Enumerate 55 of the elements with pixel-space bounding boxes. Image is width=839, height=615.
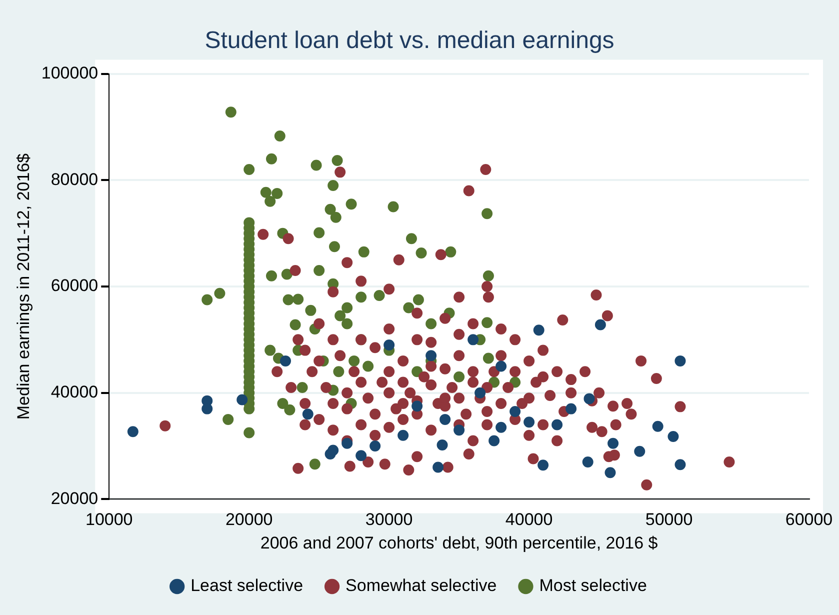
legend-label: Most selective: [539, 576, 647, 596]
y-tick-label: 80000: [50, 170, 98, 189]
y-tick-label: 100000: [41, 63, 98, 82]
chart-title: Student loan debt vs. median earnings: [204, 27, 614, 54]
point: [524, 416, 535, 428]
point: [496, 360, 507, 372]
point: [328, 444, 339, 456]
y-tick-label: 60000: [50, 276, 98, 296]
x-tick-label: 30000: [365, 510, 413, 530]
point: [356, 450, 367, 462]
point: [454, 424, 465, 436]
point: [668, 430, 679, 442]
point: [440, 414, 451, 425]
point: [474, 387, 486, 398]
point: [432, 462, 444, 473]
x-tick-label: 20000: [225, 510, 273, 530]
point: [468, 334, 479, 346]
point: [426, 350, 437, 362]
point: [510, 406, 521, 417]
point: [674, 459, 686, 470]
x-tick-label: 10000: [85, 510, 133, 530]
x-tick-label: 60000: [785, 510, 833, 530]
x-axis-title: 2006 and 2007 cohorts' debt, 90th percentile, 2016 $: [260, 533, 658, 552]
y-axis-title: Median earnings in 2011-12, 2016$: [14, 152, 33, 420]
point: [634, 446, 646, 457]
point: [398, 430, 409, 441]
point: [652, 420, 664, 432]
x-tick-label: 50000: [645, 510, 693, 530]
point: [584, 393, 595, 404]
point: [538, 460, 549, 471]
y-tick-label: 20000: [50, 488, 98, 508]
point: [412, 400, 423, 412]
point: [594, 319, 606, 330]
legend-label: Least selective: [190, 576, 304, 596]
point: [302, 408, 314, 420]
point: [552, 419, 563, 430]
point: [582, 456, 594, 468]
point: [488, 435, 500, 446]
point: [370, 440, 381, 452]
point: [342, 438, 353, 449]
point: [496, 422, 507, 433]
point: [436, 439, 448, 450]
point: [608, 438, 619, 449]
point: [674, 355, 686, 366]
point: [127, 426, 138, 438]
point: [236, 394, 248, 406]
point: [280, 355, 291, 366]
y-tick-label: 40000: [50, 382, 98, 402]
point: [604, 467, 616, 478]
x-tick-label: 40000: [505, 510, 553, 530]
point: [384, 339, 395, 350]
point: [566, 403, 577, 414]
point: [202, 403, 213, 414]
point: [533, 324, 544, 336]
legend-label: Somewhat selective: [346, 576, 497, 596]
